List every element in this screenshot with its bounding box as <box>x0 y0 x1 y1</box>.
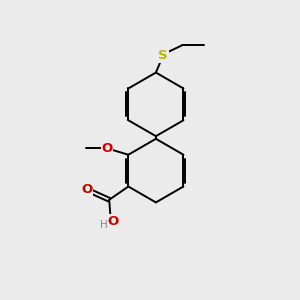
Text: H: H <box>100 220 108 230</box>
Text: O: O <box>107 215 119 228</box>
Text: O: O <box>101 142 113 155</box>
Text: S: S <box>158 49 168 62</box>
Text: O: O <box>82 183 93 196</box>
